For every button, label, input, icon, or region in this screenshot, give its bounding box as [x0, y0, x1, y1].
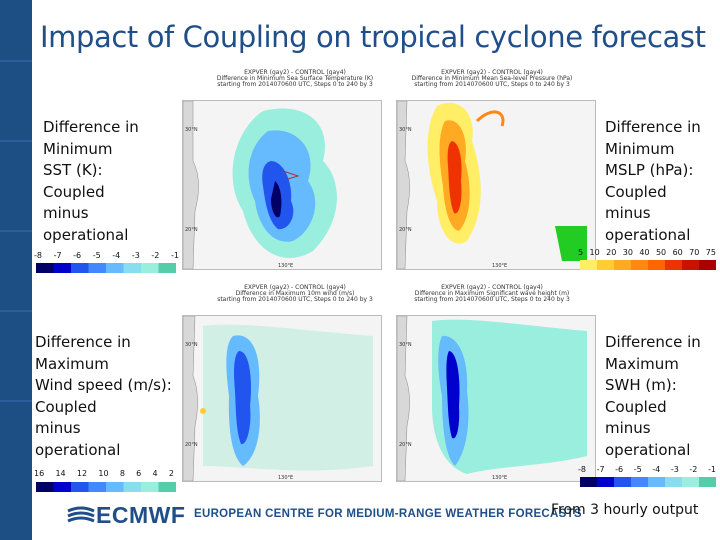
lon-label: 130°E — [278, 475, 293, 481]
map-swh: 30°N 20°N 130°E — [396, 315, 596, 482]
color-scale-wind — [36, 482, 176, 492]
color-scale-swh — [580, 477, 716, 487]
swh-anomaly-core — [446, 351, 460, 439]
wind-positive-spot — [200, 408, 206, 414]
land-china — [397, 101, 410, 269]
color-scale-mslp — [580, 260, 716, 270]
org-name: EUROPEAN CENTRE FOR MEDIUM-RANGE WEATHER… — [194, 508, 582, 520]
side-bar-divider — [0, 400, 32, 402]
lat-label: 20°N — [399, 442, 412, 448]
map-header-swh: EXPVER (gay2) - CONTROL (gay4) Differenc… — [414, 284, 570, 303]
lat-label: 20°N — [399, 227, 412, 233]
cyclone-track — [282, 170, 300, 180]
land-china — [183, 316, 198, 481]
side-bar-divider — [0, 140, 32, 142]
lat-label: 30°N — [185, 342, 198, 348]
map-sst: 30°N 20°N 130°E — [182, 100, 382, 270]
map-header-sst: EXPVER (gay2) - CONTROL (gay4) Differenc… — [216, 69, 374, 88]
side-bar-divider — [0, 60, 32, 62]
scale-ticks-mslp: 5 10 20 30 40 50 60 70 75 — [578, 248, 716, 257]
map-header-wind: EXPVER (gay2) - CONTROL (gay4) Differenc… — [217, 284, 373, 303]
ecmwf-logo: ECMWF — [66, 502, 185, 529]
lat-label: 20°N — [185, 442, 198, 448]
panel-label-sst: Difference in Minimum SST (K): Coupled m… — [43, 118, 139, 244]
ecmwf-swirl-icon — [67, 506, 95, 522]
lon-label: 130°E — [278, 263, 293, 269]
side-bar-divider — [0, 310, 32, 312]
mslp-positive-patch — [555, 226, 587, 261]
lat-label: 30°N — [399, 342, 412, 348]
ecmwf-logo-text: ECMWF — [96, 502, 186, 528]
land-china — [183, 101, 199, 269]
map-wind: 30°N 20°N 130°E — [182, 315, 382, 482]
land-china — [397, 316, 410, 481]
wind-anomaly-core — [234, 351, 251, 445]
footer-note: From 3 hourly output — [551, 502, 699, 518]
side-brand-bar — [0, 0, 32, 540]
panel-label-mslp: Difference in Minimum MSLP (hPa): Couple… — [605, 118, 701, 244]
swh-anomaly-outer — [432, 319, 587, 474]
lat-label: 30°N — [185, 127, 198, 133]
mslp-anomaly-arm — [475, 110, 505, 127]
color-scale-sst — [36, 263, 176, 273]
map-header-mslp: EXPVER (gay2) - CONTROL (gay4) Differenc… — [411, 69, 573, 88]
panel-label-swh: Difference in Maximum SWH (m): Coupled m… — [605, 333, 701, 459]
lon-label: 130°E — [492, 475, 507, 481]
lat-label: 20°N — [185, 227, 198, 233]
lat-label: 30°N — [399, 127, 412, 133]
sst-anomaly-min — [271, 181, 282, 218]
mslp-anomaly-core — [447, 141, 462, 214]
scale-ticks-wind: 16 14 12 10 8 6 4 2 — [34, 469, 174, 478]
scale-ticks-sst: -8 -7 -6 -5 -4 -3 -2 -1 — [34, 251, 179, 260]
lon-label: 130°E — [492, 263, 507, 269]
scale-ticks-swh: -8 -7 -6 -5 -4 -3 -2 -1 — [578, 465, 716, 474]
side-bar-divider — [0, 230, 32, 232]
slide-title: Impact of Coupling on tropical cyclone f… — [40, 20, 706, 54]
map-mslp: 30°N 20°N 130°E — [396, 100, 596, 270]
panel-label-wind: Difference in Maximum Wind speed (m/s): … — [35, 333, 172, 459]
